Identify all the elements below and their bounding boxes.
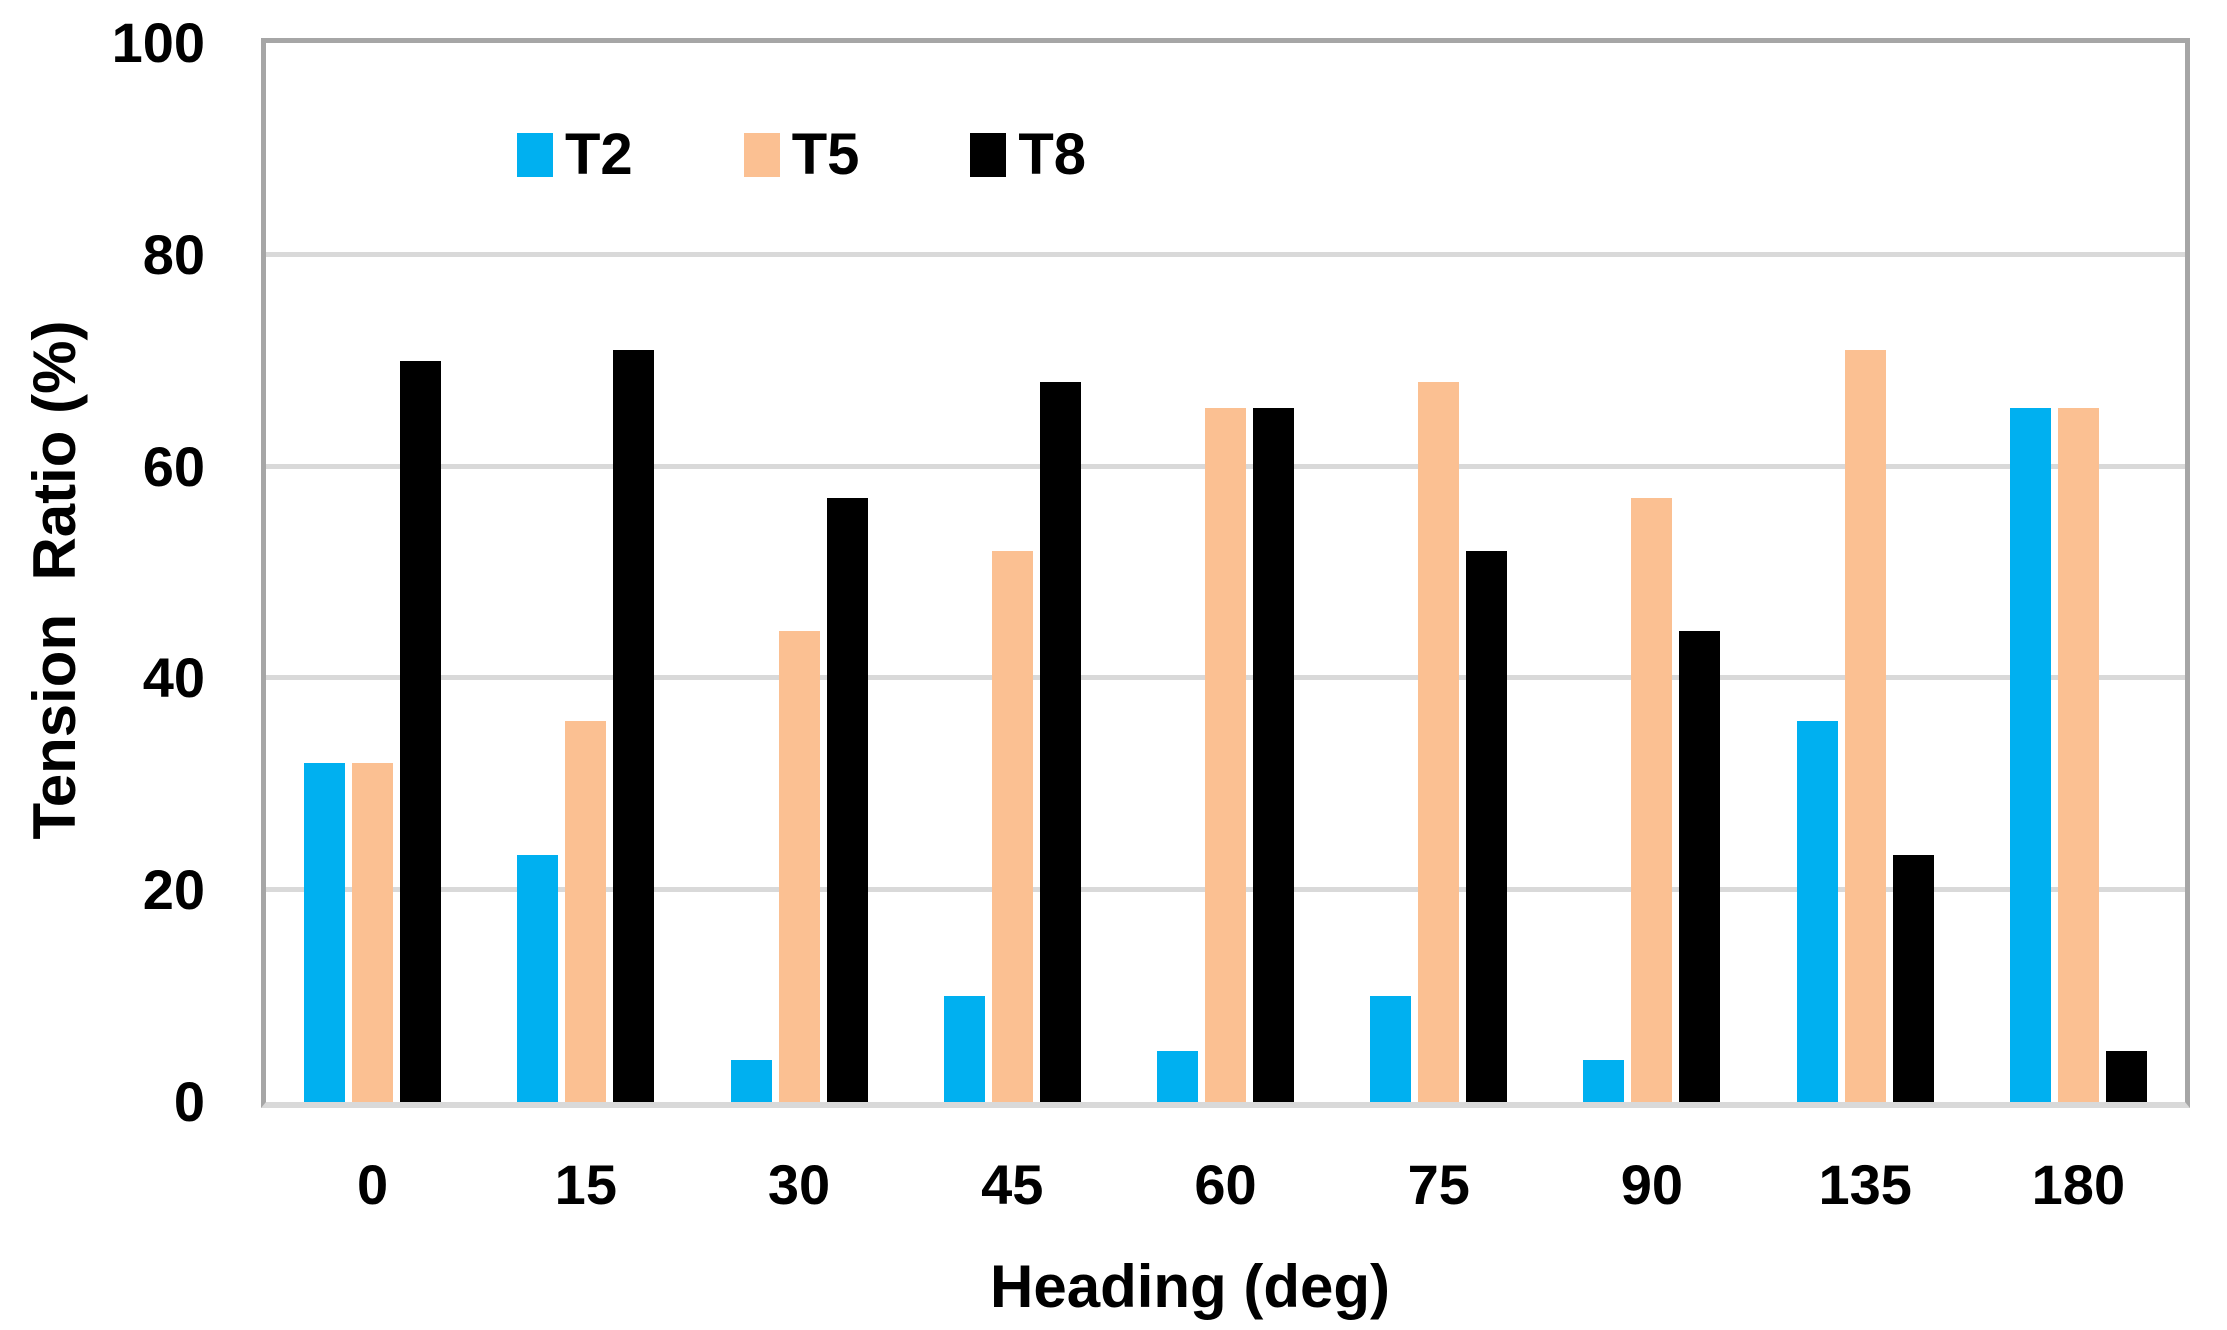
x-tick-label-90: 90 (1620, 1153, 1684, 1216)
legend: T2 T5 T8 (517, 122, 1087, 187)
legend-swatch-t8 (970, 133, 1007, 177)
legend-swatch-t2 (517, 133, 553, 177)
y-axis-title: Tension Ratio (%) (21, 320, 88, 840)
legend-label-t5: T5 (791, 122, 860, 187)
legend-label-t2: T2 (565, 122, 633, 187)
legend-swatch-t5 (743, 133, 780, 177)
x-tick-label-45: 45 (981, 1153, 1044, 1216)
gridline-80 (266, 251, 2185, 257)
bar-t2-15 (517, 855, 559, 1102)
bar-t8-90 (1679, 630, 1721, 1102)
bar-t2-90 (1583, 1059, 1625, 1102)
x-axis-title: Heading (deg) (990, 1253, 1390, 1320)
bar-t5-15 (565, 720, 607, 1102)
x-tick-label-15: 15 (554, 1153, 617, 1216)
bar-t5-30 (778, 630, 820, 1102)
x-tick-label-135: 135 (1818, 1153, 1912, 1216)
bar-t5-75 (1418, 381, 1460, 1102)
x-tick-label-30: 30 (767, 1153, 831, 1216)
bar-t8-45 (1039, 381, 1081, 1102)
bar-t8-135 (1892, 855, 1934, 1102)
bar-t5-90 (1631, 498, 1673, 1102)
bar-t5-135 (1844, 350, 1886, 1102)
y-tick-label-20: 20 (142, 858, 205, 922)
x-tick-label-60: 60 (1194, 1153, 1257, 1216)
legend-item-t8: T8 (970, 122, 1087, 187)
legend-item-t2: T2 (517, 122, 633, 187)
bar-t8-75 (1466, 551, 1508, 1102)
bar-t5-60 (1205, 408, 1246, 1102)
bar-t8-30 (826, 498, 868, 1102)
bar-t5-0 (352, 763, 394, 1102)
bar-t5-45 (991, 551, 1033, 1102)
plot-area (261, 38, 2190, 1108)
y-tick-label-60: 60 (142, 434, 205, 498)
bar-t2-75 (1370, 996, 1412, 1102)
bar-t2-45 (943, 996, 985, 1102)
y-tick-label-80: 80 (142, 222, 205, 286)
y-tick-label-0: 0 (173, 1070, 205, 1133)
bar-t2-0 (304, 763, 346, 1102)
bar-t2-135 (1796, 720, 1838, 1102)
legend-label-t8: T8 (1018, 122, 1087, 187)
y-tick-label-100: 100 (111, 11, 205, 74)
bar-t8-180 (2105, 1051, 2147, 1102)
bar-t2-30 (730, 1059, 772, 1102)
legend-item-t5: T5 (743, 122, 860, 187)
bar-t2-180 (2009, 408, 2051, 1102)
bar-t8-60 (1253, 408, 1294, 1102)
x-tick-label-0: 0 (357, 1153, 389, 1216)
x-tick-label-75: 75 (1407, 1153, 1470, 1216)
bar-t2-60 (1157, 1051, 1198, 1102)
bar-t8-15 (613, 350, 655, 1102)
y-tick-label-40: 40 (142, 646, 205, 710)
bar-t8-0 (400, 360, 442, 1102)
x-tick-label-180: 180 (2031, 1153, 2126, 1216)
bar-t5-180 (2057, 408, 2099, 1102)
